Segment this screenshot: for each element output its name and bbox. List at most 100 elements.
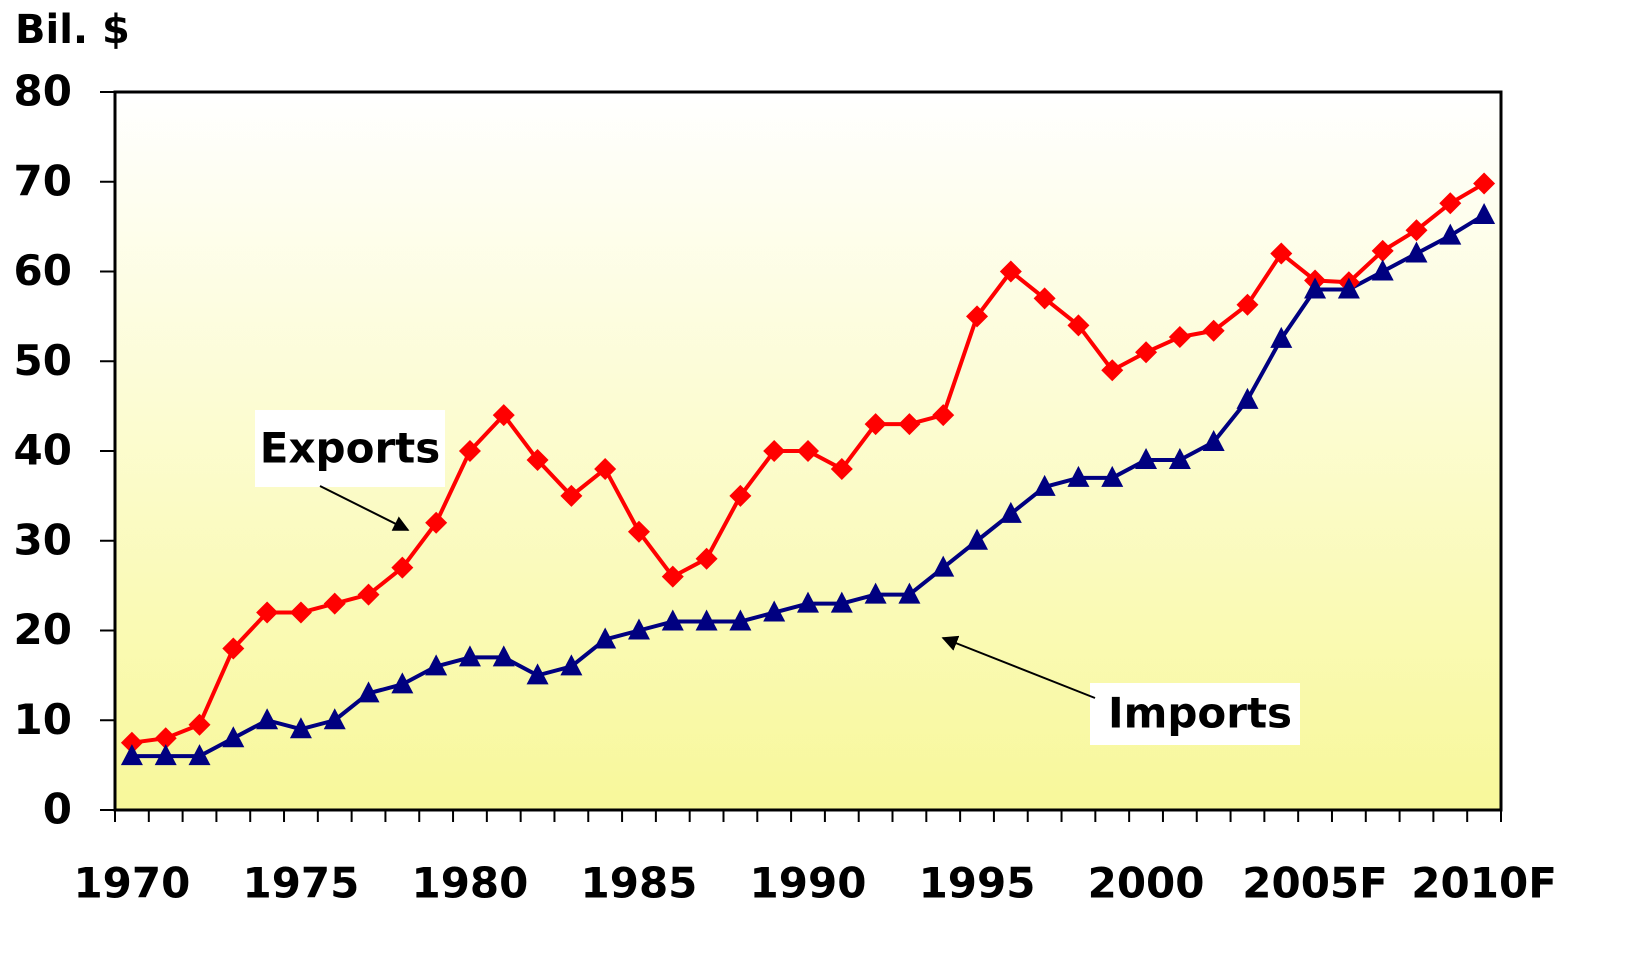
marker — [1439, 192, 1462, 215]
x-tick-label: 1980 — [411, 859, 528, 908]
marker — [830, 591, 853, 613]
marker — [830, 457, 853, 480]
x-tick-label: 1975 — [242, 859, 359, 908]
marker — [1473, 202, 1496, 224]
marker — [1067, 465, 1090, 487]
marker — [120, 731, 143, 754]
marker — [256, 708, 279, 730]
marker — [763, 600, 786, 622]
marker — [357, 583, 380, 606]
marker — [729, 609, 752, 631]
marker — [256, 601, 279, 624]
marker — [1270, 242, 1293, 265]
marker — [695, 547, 718, 570]
marker — [966, 305, 989, 328]
y-tick-label: 60 — [14, 246, 72, 295]
marker — [526, 663, 549, 685]
annotation-box — [1090, 683, 1300, 745]
marker — [1371, 239, 1394, 262]
marker — [323, 592, 346, 615]
x-tick-label: 2000 — [1088, 859, 1205, 908]
marker — [458, 440, 481, 462]
marker — [289, 717, 312, 739]
marker — [425, 654, 448, 676]
marker — [1439, 223, 1462, 245]
arrow — [941, 635, 1096, 699]
y-tick-label: 0 — [43, 785, 72, 834]
y-tick-label: 40 — [14, 426, 72, 475]
annotation-box — [255, 410, 445, 487]
marker — [425, 511, 448, 534]
marker — [661, 609, 684, 631]
marker — [1304, 277, 1327, 299]
marker — [1135, 341, 1158, 364]
y-axis-label: Bil. $ — [15, 7, 130, 53]
marker — [492, 404, 515, 427]
y-tick-label: 80 — [14, 67, 72, 116]
marker — [560, 484, 583, 507]
marker — [1371, 259, 1394, 281]
marker — [898, 413, 921, 436]
marker — [560, 654, 583, 676]
marker — [154, 744, 177, 766]
y-tick-label: 30 — [14, 515, 72, 564]
marker — [594, 457, 617, 480]
marker — [1202, 430, 1225, 452]
x-tick-label: 1990 — [750, 859, 867, 908]
marker — [627, 618, 650, 640]
marker — [1236, 387, 1259, 409]
marker — [1101, 359, 1124, 382]
x-tick-label: 2005F — [1242, 859, 1388, 908]
marker — [222, 637, 245, 660]
marker — [729, 484, 752, 507]
marker — [627, 520, 650, 543]
marker — [1067, 314, 1090, 337]
annotation: Exports — [260, 424, 441, 473]
marker — [1135, 447, 1158, 469]
y-tick-label: 70 — [14, 156, 72, 205]
marker — [1033, 474, 1056, 496]
marker — [999, 501, 1022, 523]
marker — [357, 681, 380, 703]
x-tick-label: 2010F — [1411, 859, 1557, 908]
marker — [898, 582, 921, 604]
marker — [1337, 277, 1360, 299]
marker — [1202, 319, 1225, 342]
marker — [323, 708, 346, 730]
marker — [391, 556, 414, 579]
marker — [1236, 293, 1259, 316]
marker — [526, 448, 549, 471]
marker — [797, 591, 819, 613]
marker — [932, 404, 955, 427]
marker — [188, 744, 211, 766]
marker — [188, 713, 211, 736]
marker — [864, 413, 887, 436]
marker — [594, 627, 617, 649]
marker — [289, 601, 312, 624]
marker — [661, 565, 684, 588]
x-tick-label: 1995 — [919, 859, 1036, 908]
marker — [999, 260, 1022, 283]
marker — [1168, 447, 1191, 469]
marker — [797, 440, 819, 462]
marker — [1473, 172, 1496, 195]
marker — [492, 645, 515, 667]
marker — [458, 645, 481, 667]
marker — [154, 727, 177, 750]
y-tick-label: 50 — [14, 336, 72, 385]
marker — [222, 726, 245, 748]
marker — [391, 672, 414, 694]
arrow — [319, 485, 410, 531]
annotation: Imports — [1108, 689, 1292, 738]
marker — [932, 555, 955, 577]
marker — [1168, 326, 1191, 349]
marker — [864, 582, 887, 604]
marker — [763, 440, 786, 462]
marker — [120, 744, 143, 766]
y-tick-label: 20 — [14, 605, 72, 654]
x-tick-label: 1985 — [581, 859, 698, 908]
marker — [1270, 326, 1293, 348]
marker — [1405, 241, 1428, 263]
marker — [1033, 287, 1056, 310]
